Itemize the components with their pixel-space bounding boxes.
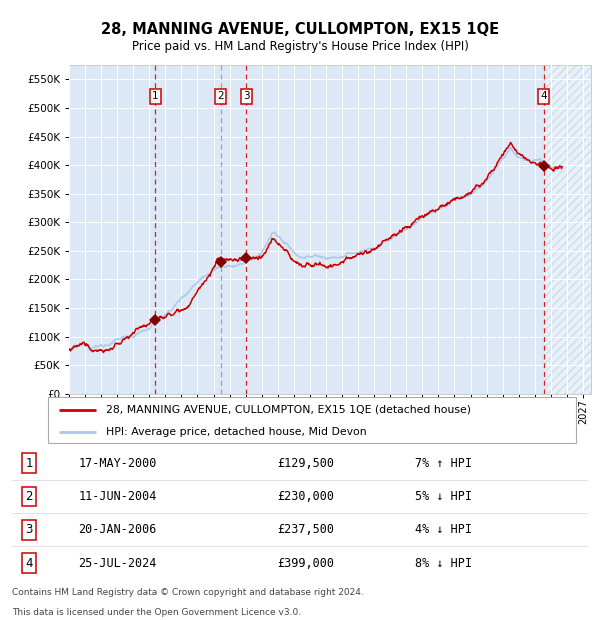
Text: 11-JUN-2004: 11-JUN-2004 (78, 490, 157, 503)
Text: £237,500: £237,500 (277, 523, 334, 536)
Text: 3: 3 (243, 91, 250, 101)
Text: 7% ↑ HPI: 7% ↑ HPI (415, 456, 472, 469)
Text: 4: 4 (26, 557, 33, 570)
Text: £399,000: £399,000 (277, 557, 334, 570)
Text: Contains HM Land Registry data © Crown copyright and database right 2024.: Contains HM Land Registry data © Crown c… (12, 588, 364, 597)
Text: 4% ↓ HPI: 4% ↓ HPI (415, 523, 472, 536)
Text: 28, MANNING AVENUE, CULLOMPTON, EX15 1QE: 28, MANNING AVENUE, CULLOMPTON, EX15 1QE (101, 22, 499, 37)
Bar (544, 65, 591, 394)
Bar (544, 65, 591, 394)
Text: 2: 2 (217, 91, 224, 101)
Text: £129,500: £129,500 (277, 456, 334, 469)
Text: Price paid vs. HM Land Registry's House Price Index (HPI): Price paid vs. HM Land Registry's House … (131, 40, 469, 53)
Text: 1: 1 (26, 456, 33, 469)
Text: 17-MAY-2000: 17-MAY-2000 (78, 456, 157, 469)
Text: 4: 4 (541, 91, 547, 101)
Text: 25-JUL-2024: 25-JUL-2024 (78, 557, 157, 570)
Text: 20-JAN-2006: 20-JAN-2006 (78, 523, 157, 536)
Text: 28, MANNING AVENUE, CULLOMPTON, EX15 1QE (detached house): 28, MANNING AVENUE, CULLOMPTON, EX15 1QE… (106, 405, 471, 415)
FancyBboxPatch shape (48, 397, 576, 443)
Text: This data is licensed under the Open Government Licence v3.0.: This data is licensed under the Open Gov… (12, 608, 301, 616)
Text: 8% ↓ HPI: 8% ↓ HPI (415, 557, 472, 570)
Text: 5% ↓ HPI: 5% ↓ HPI (415, 490, 472, 503)
Text: 1: 1 (152, 91, 158, 101)
Text: 2: 2 (26, 490, 33, 503)
Text: HPI: Average price, detached house, Mid Devon: HPI: Average price, detached house, Mid … (106, 427, 367, 436)
Text: 3: 3 (26, 523, 33, 536)
Text: £230,000: £230,000 (277, 490, 334, 503)
